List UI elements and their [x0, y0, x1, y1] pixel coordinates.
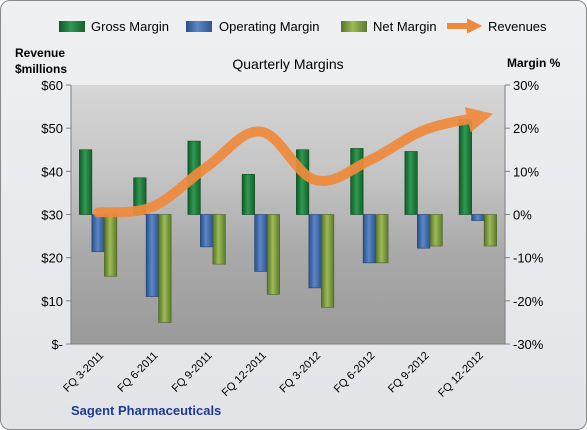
left-tick-label: $60 [41, 78, 63, 93]
x-tick-label: FQ 9-2012 [386, 350, 432, 396]
axes: $- $10 $20 $30 $40 $50 $60 -30% -20% -10% 0% 10% 20%… [41, 78, 543, 352]
legend: Gross Margin Operating Margin Net Margin… [59, 18, 547, 34]
operating-margin-bar [254, 214, 268, 272]
revenue-line-layer [93, 107, 494, 218]
net-margin-bar [429, 214, 443, 247]
right-tick-label: 0% [513, 208, 532, 223]
net-margin-bar [375, 214, 389, 264]
left-tick-label: $50 [41, 121, 63, 136]
bars [79, 119, 497, 323]
legend-item-operating-margin: Operating Margin [186, 19, 319, 34]
operating-margin-bar [362, 214, 376, 264]
left-axis-title-line2: $millions [15, 62, 67, 76]
x-axis-labels: FQ 3-2011 FQ 6-2011 FQ 9-2011 FQ 12-2011 FQ … [61, 350, 486, 400]
right-tick-label: -20% [513, 294, 544, 309]
operating-margin-bar [417, 214, 431, 249]
operating-margin-bar [308, 214, 322, 289]
legend-item-revenues: Revenues [447, 18, 547, 34]
gross-margin-bar [241, 174, 255, 215]
x-tick-label: FQ 12-2011 [220, 350, 269, 399]
net-margin-bar [483, 214, 497, 247]
x-tick-label: FQ 6-2011 [115, 350, 160, 395]
net-margin-bar [158, 214, 172, 323]
gross-margin-bar [458, 119, 472, 215]
left-tick-label: $20 [41, 251, 63, 266]
chart-title: Quarterly Margins [232, 56, 343, 72]
net-margin-bar [266, 214, 280, 295]
left-tick-label: $30 [41, 208, 63, 223]
legend-label-net-margin: Net Margin [373, 19, 437, 34]
x-tick-label: FQ 3-2011 [61, 350, 106, 395]
gross-margin-bar [296, 149, 310, 215]
company-label: Sagent Pharmaceuticals [71, 403, 221, 418]
legend-item-gross-margin: Gross Margin [59, 19, 169, 34]
legend-label-operating-margin: Operating Margin [219, 19, 319, 34]
gross-margin-bar [350, 148, 364, 215]
gross-margin-bar [79, 149, 93, 215]
legend-label-gross-margin: Gross Margin [91, 19, 169, 34]
operating-margin-bar [471, 214, 485, 221]
right-tick-label: 10% [513, 164, 539, 179]
left-tick-label: $40 [41, 164, 63, 179]
right-tick-label: -30% [513, 337, 544, 352]
operating-margin-bar [91, 214, 105, 252]
x-tick-label: FQ 6-2012 [332, 350, 378, 396]
left-tick-label: $- [51, 337, 63, 352]
revenue-line [93, 107, 494, 218]
x-tick-label: FQ 9-2011 [170, 350, 215, 395]
right-tick-label: -10% [513, 251, 544, 266]
x-tick-label: FQ 12-2012 [436, 350, 486, 400]
gross-margin-bar [404, 151, 418, 215]
net-margin-bar [104, 214, 118, 277]
left-axis-title-line1: Revenue [15, 46, 65, 60]
legend-item-net-margin: Net Margin [341, 19, 437, 34]
right-axis-title: Margin % [507, 56, 561, 70]
net-margin-bar [212, 214, 226, 265]
net-margin-bar [321, 214, 335, 308]
right-tick-label: 20% [513, 121, 539, 136]
operating-margin-bar [145, 214, 159, 297]
operating-margin-bar [200, 214, 214, 248]
legend-label-revenues: Revenues [488, 19, 547, 34]
left-tick-label: $10 [41, 294, 63, 309]
right-tick-label: 30% [513, 78, 539, 93]
x-tick-label: FQ 3-2012 [278, 350, 324, 396]
